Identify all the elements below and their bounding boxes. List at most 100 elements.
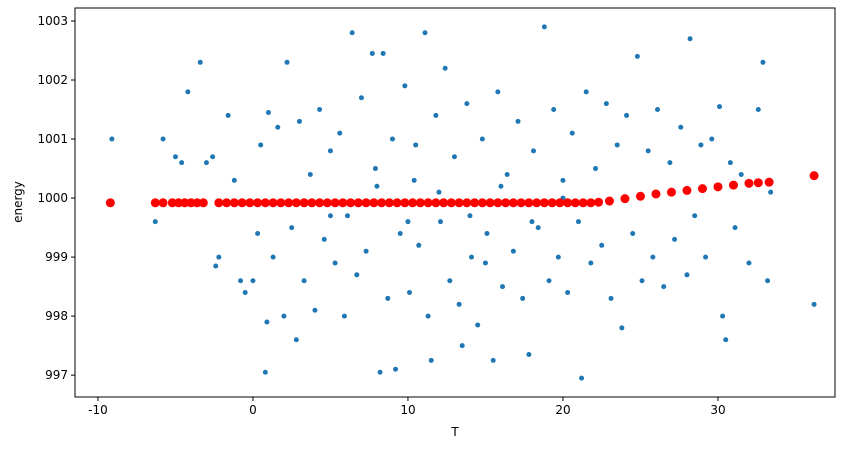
scatter-point xyxy=(500,284,506,290)
scatter-point xyxy=(755,107,761,113)
scatter-point xyxy=(459,343,465,349)
scatter-point xyxy=(270,254,276,260)
scatter-point xyxy=(105,198,115,208)
scatter-point xyxy=(594,197,604,207)
scatter-point xyxy=(210,154,216,160)
scatter-point xyxy=(281,313,287,319)
scatter-point xyxy=(250,278,256,284)
scatter-point xyxy=(422,30,428,36)
scatter-point xyxy=(526,351,532,357)
scatter-point xyxy=(569,130,575,136)
scatter-point xyxy=(307,171,313,177)
scatter-point xyxy=(197,59,203,65)
scatter-point xyxy=(268,198,278,208)
scatter-point xyxy=(393,366,399,372)
scatter-point xyxy=(501,198,511,208)
scatter-point xyxy=(284,59,290,65)
scatter-point xyxy=(717,104,723,110)
scatter-point xyxy=(346,198,356,208)
scatter-point xyxy=(225,112,231,118)
scatter-point xyxy=(744,178,754,188)
scatter-point xyxy=(327,148,333,154)
scatter-point xyxy=(529,219,535,225)
scatter-point xyxy=(349,30,355,36)
scatter-point xyxy=(253,198,263,208)
scatter-point xyxy=(439,198,449,208)
scatter-point xyxy=(720,313,726,319)
scatter-point xyxy=(485,198,495,208)
scatter-point xyxy=(315,198,325,208)
scatter-point xyxy=(353,198,363,208)
scatter-point xyxy=(599,242,605,248)
scatter-point xyxy=(698,142,704,148)
scatter-point xyxy=(301,278,307,284)
scatter-point xyxy=(727,160,733,166)
scatter-point xyxy=(433,112,439,118)
scatter-point xyxy=(186,198,196,208)
scatter-point xyxy=(416,242,422,248)
scatter-point xyxy=(260,198,270,208)
scatter-point xyxy=(635,191,645,201)
scatter-point xyxy=(438,219,444,225)
scatter-point xyxy=(369,198,379,208)
scatter-point xyxy=(284,198,294,208)
scatter-point xyxy=(692,213,698,219)
scatter-point xyxy=(425,313,431,319)
scatter-point xyxy=(575,219,581,225)
scatter-point xyxy=(479,136,485,142)
scatter-point xyxy=(588,260,594,266)
scatter-point xyxy=(620,194,630,204)
scatter-point xyxy=(672,236,678,242)
scatter-point xyxy=(608,295,614,301)
scatter-point xyxy=(322,198,332,208)
scatter-point xyxy=(578,198,588,208)
scatter-point xyxy=(630,230,636,236)
scatter-point xyxy=(532,198,542,208)
y-tick-label: 998 xyxy=(45,309,68,323)
scatter-point xyxy=(428,357,434,363)
scatter-point xyxy=(150,198,160,208)
scatter-point xyxy=(546,278,552,284)
scatter-point xyxy=(380,50,386,56)
scatter-point xyxy=(109,136,115,142)
scatter-point xyxy=(535,225,541,231)
scatter-point xyxy=(560,177,566,183)
scatter-point xyxy=(456,301,462,307)
scatter-point xyxy=(738,171,744,177)
scatter-point xyxy=(510,248,516,254)
scatter-point xyxy=(470,198,480,208)
scatter-point xyxy=(555,254,561,260)
scatter-point xyxy=(551,107,557,113)
scatter-point xyxy=(341,313,347,319)
scatter-point xyxy=(703,254,709,260)
scatter-point xyxy=(423,198,433,208)
scatter-point xyxy=(760,59,766,65)
scatter-point xyxy=(666,187,676,197)
scatter-point xyxy=(293,337,299,343)
scatter-point xyxy=(634,53,640,59)
scatter-point xyxy=(358,95,364,101)
scatter-point xyxy=(385,295,391,301)
scatter-point xyxy=(687,36,693,42)
y-tick-label: 1003 xyxy=(37,14,68,28)
scatter-point xyxy=(746,260,752,266)
scatter-point xyxy=(451,154,457,160)
scatter-point xyxy=(515,118,521,124)
scatter-point xyxy=(411,177,417,183)
scatter-point xyxy=(753,178,763,188)
scatter-point xyxy=(242,290,248,296)
scatter-point xyxy=(312,307,318,313)
scatter-point xyxy=(413,142,419,148)
scatter-point xyxy=(255,230,261,236)
scatter-point xyxy=(179,160,185,166)
scatter-point xyxy=(231,177,237,183)
scatter-point xyxy=(354,272,360,278)
scatter-point xyxy=(213,263,219,269)
scatter-point xyxy=(614,142,620,148)
scatter-point xyxy=(475,322,481,328)
scatter-point xyxy=(237,198,247,208)
x-tick-label: 10 xyxy=(400,403,415,417)
scatter-point xyxy=(477,198,487,208)
scatter-point xyxy=(645,148,651,154)
scatter-point xyxy=(291,198,301,208)
